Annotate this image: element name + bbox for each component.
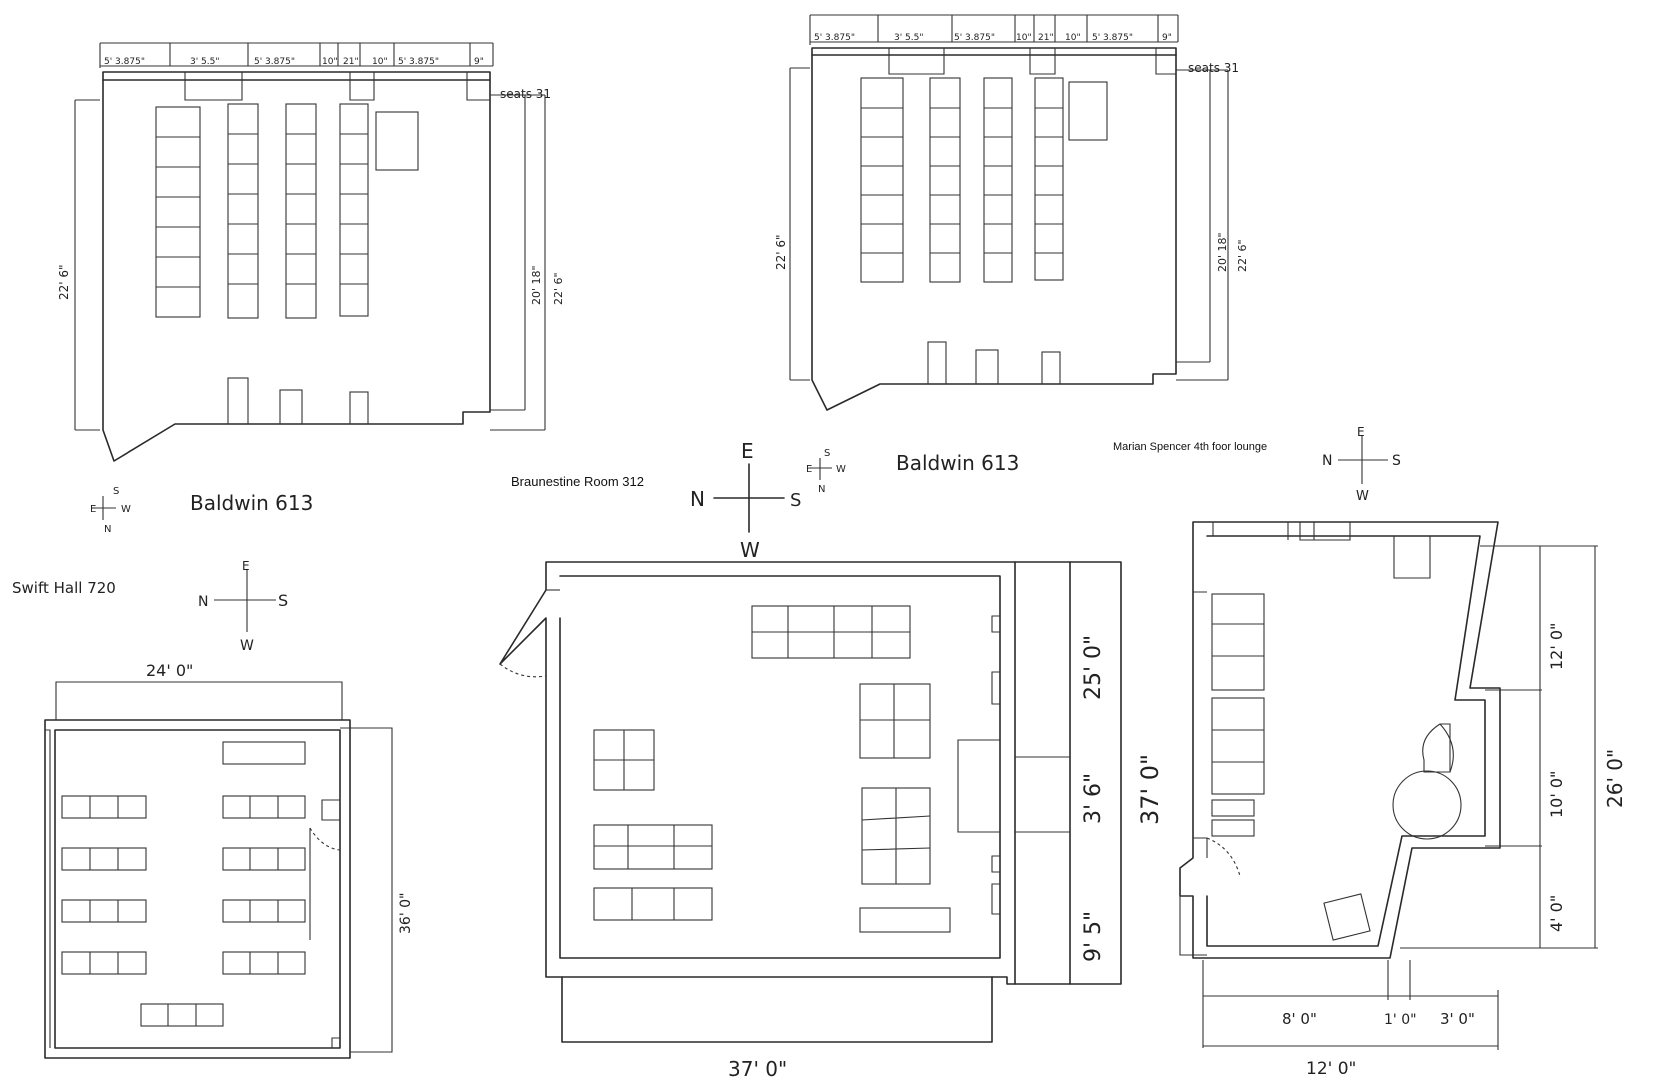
dim-top-7: 5' 3.875" [398,57,439,67]
svg-text:E: E [806,464,812,475]
svg-text:S: S [278,591,288,610]
svg-text:W: W [240,638,254,654]
title-baldwin-a: Baldwin 613 [190,491,313,515]
svg-text:W: W [1356,489,1369,504]
svg-text:S: S [790,490,801,511]
plan-baldwin-613-right: 5' 3.875" 3' 5.5" 5' 3.875" 10" 21" 10" … [774,14,1249,495]
compass-baldwin-b: S E W N [806,448,846,495]
plan-swift-hall-720: Swift Hall 720 E N S W 24' 0" 36' 0" [12,559,414,1059]
dim-braunestine-1: 25' 0" [1081,635,1106,700]
dim-top-4: 10" [322,57,338,67]
dim-top-3: 5' 3.875" [254,57,295,67]
svg-text:S: S [824,448,830,459]
svg-text:9": 9" [1162,33,1172,43]
svg-text:N: N [818,484,825,495]
dim-right-outer: 22' 6" [552,272,565,305]
dim-top-5: 21" [343,57,359,67]
dim-top-6: 10" [372,57,388,67]
compass-swift: E N S W [198,559,288,654]
svg-text:10": 10" [1065,33,1081,43]
dim-top-2: 3' 5.5" [190,57,220,67]
svg-text:22' 6": 22' 6" [1236,239,1249,272]
compass-braunestine: E N S W [690,439,801,562]
dim-marian-b1: 8' 0" [1282,1010,1317,1028]
dim-swift-top: 24' 0" [146,661,193,680]
svg-text:W: W [740,538,760,562]
dim-marian-2: 10' 0" [1547,771,1566,818]
svg-text:5' 3.875": 5' 3.875" [954,33,995,43]
title-baldwin-b: Baldwin 613 [896,451,1019,475]
dim-top-8: 9" [474,57,484,67]
plan-marian-spencer: Marian Spencer 4th foor lounge E N S W [1113,425,1627,1079]
dim-braunestine-bottom: 37' 0" [728,1057,787,1080]
plan-braunestine-312: Braunestine Room 312 E N S W [499,439,1164,1080]
svg-text:5' 3.875": 5' 3.875" [814,33,855,43]
dim-braunestine-2: 3' 6" [1081,773,1106,824]
svg-text:N: N [104,524,111,535]
compass-baldwin-a: S E W N [90,486,131,535]
svg-text:N: N [1322,453,1332,469]
svg-text:N: N [690,487,705,511]
title-swift: Swift Hall 720 [12,579,116,597]
svg-text:E: E [1357,425,1365,439]
dim-right-inner: 20' 18" [530,265,543,305]
dim-left: 22' 6" [57,264,71,300]
seats-note: seats 31 [500,87,551,101]
plan-baldwin-613-left: 5' 3.875" 3' 5.5" 5' 3.875" 10" 21" 10" … [57,42,565,535]
svg-text:E: E [242,559,250,573]
dim-marian-1: 12' 0" [1547,623,1566,670]
dim-swift-right: 36' 0" [398,893,414,934]
svg-text:W: W [836,464,846,475]
dim-marian-total: 12' 0" [1306,1059,1356,1079]
dim-top-1: 5' 3.875" [104,57,145,67]
dim-braunestine-outer: 37' 0" [1136,754,1164,825]
svg-text:5' 3.875": 5' 3.875" [1092,33,1133,43]
dim-marian-b3: 3' 0" [1440,1010,1475,1028]
svg-text:E: E [90,504,96,515]
svg-text:W: W [121,504,131,515]
svg-text:3' 5.5": 3' 5.5" [894,33,924,43]
dim-marian-outer: 26' 0" [1603,749,1627,808]
dim-marian-b2: 1' 0" [1384,1012,1417,1028]
svg-text:N: N [198,594,208,610]
svg-text:S: S [1392,453,1401,469]
svg-text:S: S [113,486,119,497]
title-marian: Marian Spencer 4th foor lounge [1113,441,1267,453]
svg-text:E: E [741,439,754,463]
dim-braunestine-3: 9' 5" [1081,911,1106,962]
svg-text:20' 18": 20' 18" [1216,232,1229,272]
dim-marian-3: 4' 0" [1547,895,1566,932]
svg-text:seats 31: seats 31 [1188,61,1239,75]
compass-marian: E N S W [1322,425,1401,504]
svg-text:10": 10" [1016,33,1032,43]
svg-text:22' 6": 22' 6" [774,234,788,270]
title-braunestine: Braunestine Room 312 [511,474,644,489]
svg-text:21": 21" [1038,33,1054,43]
